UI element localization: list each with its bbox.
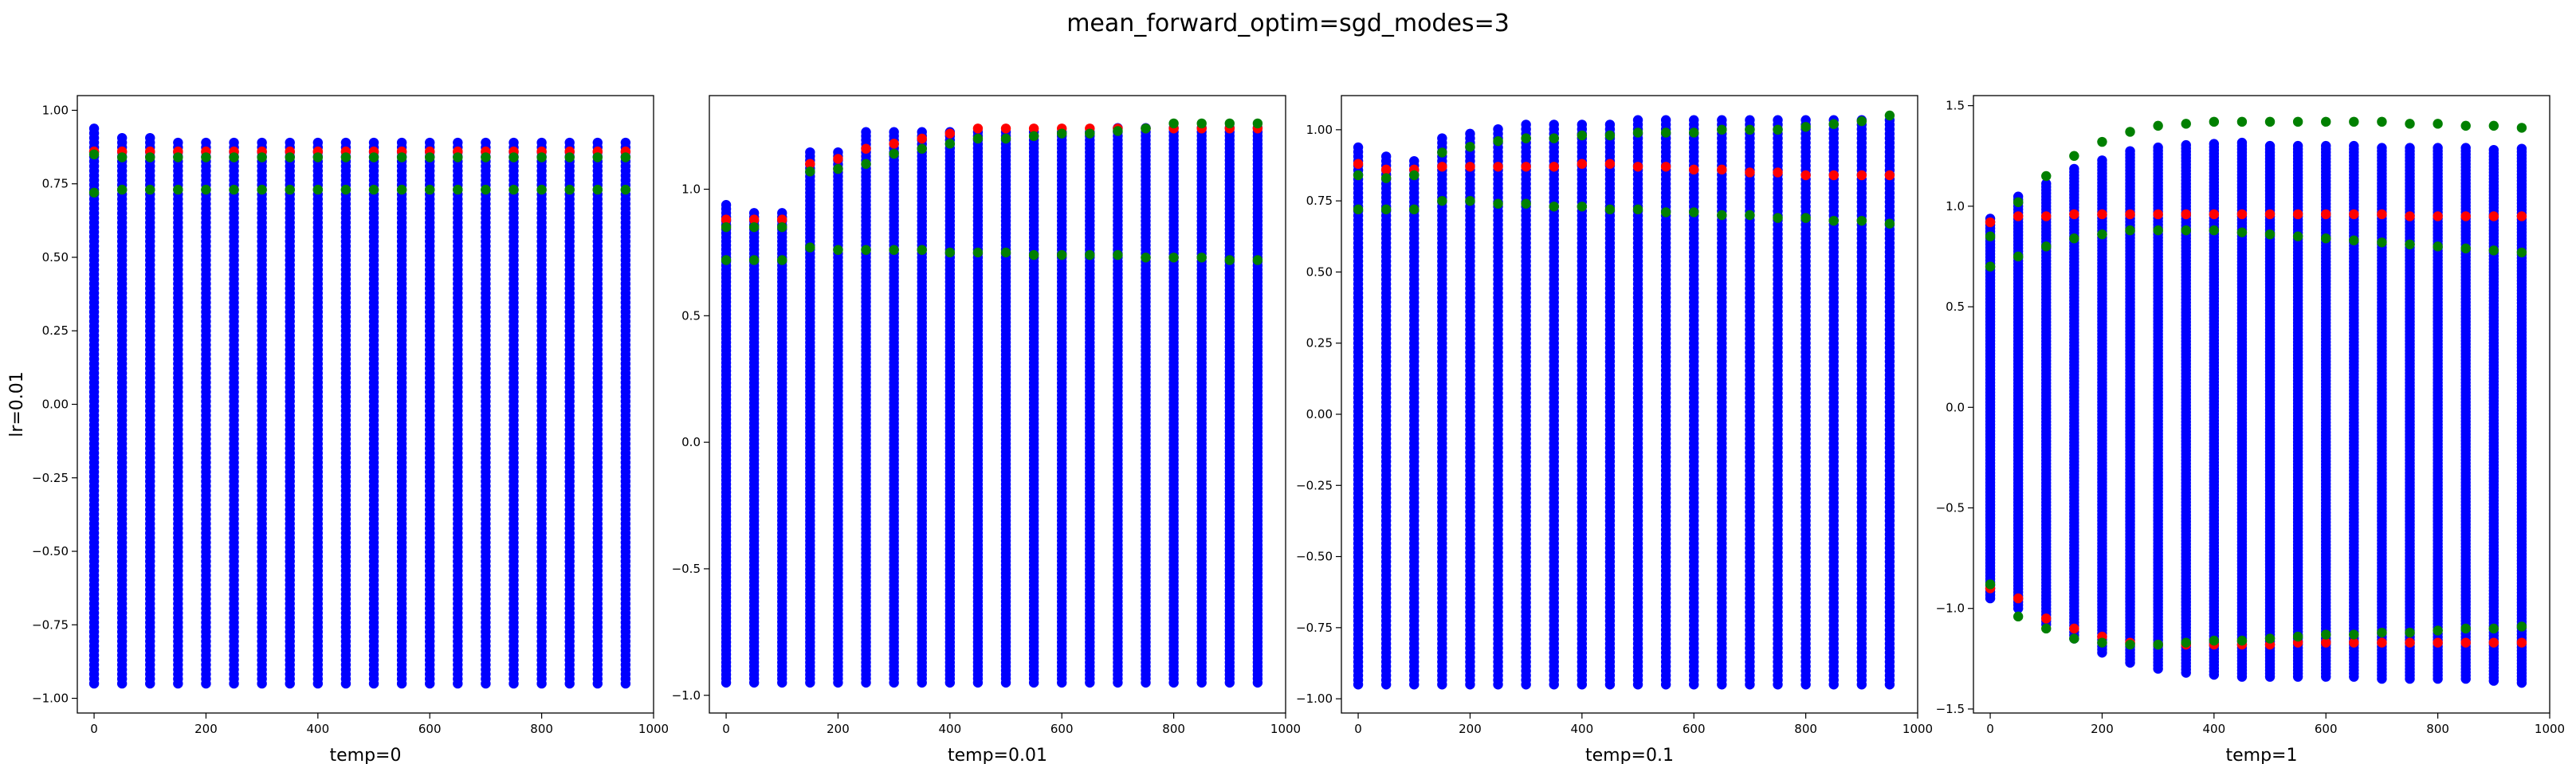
data-point (201, 152, 211, 163)
data-point (173, 152, 183, 163)
data-point (368, 152, 379, 163)
y-tick-label: 0.00 (42, 398, 69, 412)
y-tick-label: −0.75 (32, 617, 69, 632)
data-point (88, 187, 100, 198)
figure-title: mean_forward_optim=sgd_modes=3 (1066, 10, 1510, 37)
data-point (481, 152, 491, 163)
x-tick-label: 400 (307, 722, 330, 736)
x-tick-label: 1000 (638, 722, 669, 736)
data-point (257, 137, 267, 148)
data-point (805, 147, 815, 158)
y-tick-label: 0.75 (42, 177, 69, 191)
y-tick-label: 0.25 (42, 323, 69, 338)
data-point (116, 184, 128, 195)
data-point (312, 152, 324, 163)
data-point (620, 137, 631, 148)
data-point (564, 152, 575, 163)
data-point (229, 184, 239, 195)
data-point (285, 184, 295, 195)
data-point (564, 184, 575, 195)
data-point (425, 152, 435, 163)
data-point (340, 184, 351, 195)
y-tick-label: 1.00 (42, 103, 69, 117)
data-point (536, 184, 547, 195)
data-point (620, 152, 631, 163)
data-point (620, 184, 631, 195)
data-point (481, 137, 491, 148)
data-point (201, 184, 211, 195)
data-point (173, 184, 183, 195)
data-point (481, 184, 491, 195)
data-point (368, 137, 379, 148)
data-point (229, 152, 239, 163)
y-axis-label: lr=0.01 (7, 371, 27, 437)
data-point (229, 137, 239, 148)
data-point (116, 132, 128, 143)
data-point (88, 123, 100, 134)
data-points (721, 118, 1263, 688)
data-point (509, 137, 519, 148)
data-point (425, 184, 435, 195)
data-point (536, 137, 547, 148)
data-point (536, 152, 547, 163)
x-tick-label: 200 (194, 722, 218, 736)
x-axis-label: temp=0 (330, 746, 402, 764)
data-point (592, 137, 603, 148)
data-point (592, 184, 603, 195)
data-point (509, 184, 519, 195)
data-point (453, 137, 463, 148)
data-point (145, 132, 155, 143)
data-point (861, 127, 871, 137)
data-point (592, 152, 603, 163)
data-point (88, 149, 100, 160)
data-point (453, 184, 463, 195)
data-point (257, 152, 267, 163)
data-point (889, 127, 899, 137)
data-point (721, 200, 732, 210)
data-point (564, 137, 575, 148)
data-point (285, 137, 295, 148)
data-point (312, 137, 324, 148)
data-point (145, 152, 155, 163)
data-point (396, 184, 407, 195)
data-point (116, 152, 128, 163)
data-point (145, 184, 155, 195)
data-point (396, 152, 407, 163)
data-point (453, 152, 463, 163)
subplot-2: 0 200 400 600 800 1000−1.0−0.50.00.51.0temp=0… (672, 95, 1301, 764)
x-tick-label: 0 (90, 722, 98, 736)
data-point (340, 137, 351, 148)
y-tick-label: −1.00 (32, 692, 69, 706)
y-tick-label: 0.50 (42, 250, 69, 264)
x-tick-label: 600 (418, 722, 442, 736)
data-point (312, 184, 324, 195)
data-point (509, 152, 519, 163)
y-tick-label: −0.25 (32, 471, 69, 485)
data-point (396, 137, 407, 148)
x-tick-label: 800 (530, 722, 553, 736)
data-point (257, 184, 267, 195)
data-point (340, 152, 351, 163)
subplot-1: 0 200 400 600 800 1000 −1.00 −0.75 −0.50 −0.25 0.0… (7, 95, 669, 764)
data-point (368, 184, 379, 195)
y-tick-label: −0.50 (32, 544, 69, 558)
data-points (88, 123, 631, 689)
data-point (285, 152, 295, 163)
data-point (201, 137, 211, 148)
data-point (425, 137, 435, 148)
data-point (173, 137, 183, 148)
